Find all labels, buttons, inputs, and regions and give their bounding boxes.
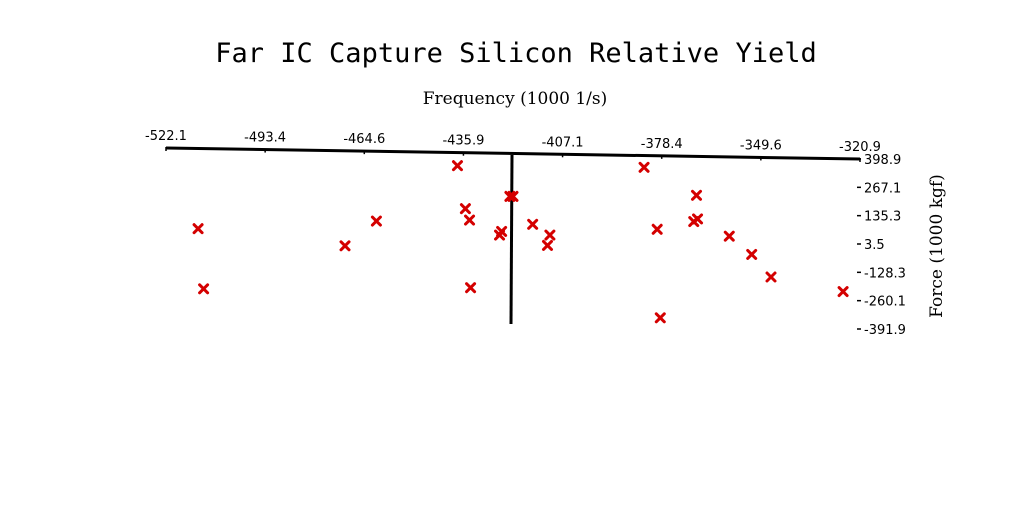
data-point [688, 216, 700, 228]
data-point [765, 271, 777, 283]
data-point [541, 239, 553, 251]
y-ticks: 398.9 267.1 135.3 3.5 -128.3 -260.1 -391.9 [857, 153, 906, 338]
data-point [544, 229, 556, 241]
x-tick-label: -493.4 [244, 131, 286, 146]
x-axis-label: Frequency (1000 1/s) [423, 89, 608, 109]
data-point [339, 240, 351, 252]
data-point [723, 230, 735, 242]
data-point [370, 215, 382, 227]
x-tick-label: -320.9 [839, 140, 881, 155]
data-point [527, 218, 539, 230]
x-axis: -522.1 -493.4 -464.6 -435.9 -407.1 -378.4 -349… [145, 129, 881, 162]
x-tick-label: -464.6 [343, 132, 385, 147]
y-tick-label: 3.5 [864, 238, 885, 253]
x-ticks: -522.1 -493.4 -464.6 -435.9 -407.1 -378.4 -349… [145, 129, 881, 162]
y-axis: 398.9 267.1 135.3 3.5 -128.3 -260.1 -391.9 [509, 153, 906, 338]
data-point [464, 214, 476, 226]
chart-title: Far IC Capture Silicon Relative Yield [215, 38, 816, 69]
y-tick-label: 267.1 [864, 181, 901, 196]
y-tick-label: -128.3 [864, 266, 906, 281]
data-point [459, 203, 471, 215]
y-axis-line [509, 154, 514, 325]
x-tick-label: -407.1 [542, 135, 584, 150]
y-axis-label: Force (1000 kgf) [927, 174, 947, 318]
data-point [651, 223, 663, 235]
data-point [465, 282, 477, 294]
data-point [451, 160, 463, 172]
data-point [198, 283, 210, 295]
data-point [504, 190, 516, 202]
y-tick-label: -391.9 [864, 323, 906, 338]
x-tick-label: -378.4 [641, 137, 683, 152]
x-tick-label: -349.6 [740, 138, 782, 153]
y-tick-label: -260.1 [864, 295, 906, 310]
data-point [746, 248, 758, 260]
data-point [192, 223, 204, 235]
x-tick-label: -522.1 [145, 129, 187, 144]
data-point [654, 312, 666, 324]
data-point [507, 190, 519, 202]
data-point [638, 161, 650, 173]
data-points [192, 160, 849, 324]
data-point [837, 286, 849, 298]
data-point [691, 189, 703, 201]
y-tick-label: 135.3 [864, 210, 901, 225]
y-tick-label: 398.9 [864, 153, 901, 168]
x-tick-label: -435.9 [442, 134, 484, 149]
data-point [494, 229, 506, 241]
x-axis-line [165, 146, 861, 161]
